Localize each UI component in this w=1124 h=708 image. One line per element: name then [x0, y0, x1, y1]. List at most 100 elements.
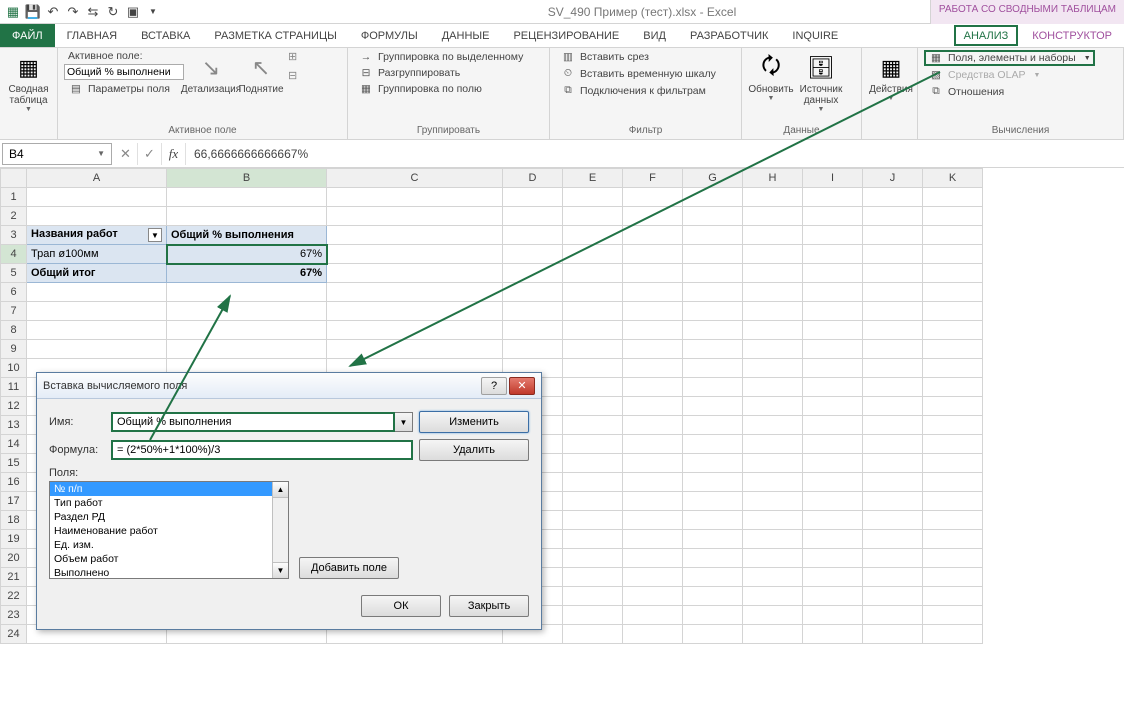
row-header[interactable]: 5 — [1, 264, 27, 283]
filter-dropdown-icon[interactable]: ▼ — [148, 228, 162, 242]
add-field-button[interactable]: Добавить поле — [299, 557, 399, 579]
tab-developer[interactable]: РАЗРАБОТЧИК — [678, 24, 780, 47]
cell[interactable] — [683, 226, 743, 245]
fields-items-sets-button[interactable]: ▦Поля, элементы и наборы▼ — [924, 50, 1095, 66]
cell[interactable] — [27, 321, 167, 340]
cell[interactable] — [683, 416, 743, 435]
cell[interactable] — [803, 587, 863, 606]
cell[interactable] — [803, 264, 863, 283]
cell[interactable] — [563, 397, 623, 416]
cell[interactable] — [743, 435, 803, 454]
cell[interactable] — [803, 188, 863, 207]
cell[interactable] — [683, 302, 743, 321]
olap-tools-button[interactable]: ▧Средства OLAP▼ — [924, 68, 1095, 82]
cell[interactable] — [167, 302, 327, 321]
cell[interactable] — [623, 340, 683, 359]
cell[interactable] — [923, 587, 983, 606]
cell[interactable] — [623, 587, 683, 606]
cell[interactable] — [623, 397, 683, 416]
cell[interactable] — [683, 340, 743, 359]
cell[interactable] — [923, 473, 983, 492]
field-item[interactable]: Наименование работ — [50, 524, 288, 538]
cell[interactable] — [27, 340, 167, 359]
cell[interactable] — [623, 606, 683, 625]
cell[interactable] — [327, 245, 503, 264]
cell[interactable] — [743, 188, 803, 207]
cell[interactable] — [803, 606, 863, 625]
field-item[interactable]: Тип работ — [50, 496, 288, 510]
field-item[interactable]: Раздел РД — [50, 510, 288, 524]
insert-timeline-button[interactable]: ⏲Вставить временную шкалу — [556, 66, 720, 81]
cell[interactable] — [923, 397, 983, 416]
cell[interactable] — [327, 226, 503, 245]
cell[interactable] — [743, 511, 803, 530]
cell[interactable] — [743, 625, 803, 644]
cell[interactable] — [683, 606, 743, 625]
tab-layout[interactable]: РАЗМЕТКА СТРАНИЦЫ — [202, 24, 348, 47]
cell[interactable]: Общий итог — [27, 264, 167, 283]
cell[interactable] — [923, 435, 983, 454]
cell[interactable] — [863, 245, 923, 264]
field-item[interactable]: Ед. изм. — [50, 538, 288, 552]
cell[interactable] — [923, 264, 983, 283]
cell[interactable] — [683, 549, 743, 568]
cell[interactable] — [743, 397, 803, 416]
cell[interactable] — [623, 530, 683, 549]
cell[interactable] — [863, 321, 923, 340]
col-header[interactable]: C — [327, 169, 503, 188]
row-header[interactable]: 6 — [1, 283, 27, 302]
cell[interactable] — [803, 207, 863, 226]
cell[interactable] — [683, 473, 743, 492]
cell[interactable] — [743, 340, 803, 359]
cell[interactable] — [623, 549, 683, 568]
cell[interactable] — [743, 549, 803, 568]
row-header[interactable]: 9 — [1, 340, 27, 359]
group-field-button[interactable]: ▦Группировка по полю — [354, 82, 527, 96]
cell[interactable] — [623, 321, 683, 340]
cell[interactable] — [923, 245, 983, 264]
cell[interactable] — [743, 454, 803, 473]
cell[interactable] — [863, 416, 923, 435]
collapse-icon[interactable]: ⊟ — [288, 69, 297, 82]
cell[interactable] — [923, 568, 983, 587]
cell[interactable] — [923, 454, 983, 473]
fx-icon[interactable]: fx — [162, 143, 186, 165]
cell[interactable] — [683, 530, 743, 549]
cell[interactable] — [27, 207, 167, 226]
cell[interactable] — [623, 207, 683, 226]
ungroup-button[interactable]: ⊟Разгруппировать — [354, 66, 527, 80]
refresh-button[interactable]: 🗘Обновить▼ — [748, 50, 794, 104]
cell[interactable] — [803, 302, 863, 321]
row-header[interactable]: 20 — [1, 549, 27, 568]
cell[interactable] — [563, 283, 623, 302]
col-header[interactable]: I — [803, 169, 863, 188]
cell[interactable] — [623, 245, 683, 264]
cell[interactable] — [803, 283, 863, 302]
name-dropdown-icon[interactable]: ▼ — [395, 412, 413, 432]
col-header[interactable]: F — [623, 169, 683, 188]
cell[interactable] — [743, 264, 803, 283]
tab-file[interactable]: ФАЙЛ — [0, 24, 55, 47]
cell[interactable] — [803, 340, 863, 359]
cell[interactable] — [863, 340, 923, 359]
cell[interactable] — [563, 549, 623, 568]
cell[interactable] — [623, 264, 683, 283]
cell[interactable] — [803, 530, 863, 549]
row-header[interactable]: 21 — [1, 568, 27, 587]
cell[interactable] — [803, 568, 863, 587]
row-header[interactable]: 16 — [1, 473, 27, 492]
row-header[interactable]: 4 — [1, 245, 27, 264]
cell[interactable] — [503, 245, 563, 264]
cell[interactable] — [503, 283, 563, 302]
cell[interactable] — [623, 378, 683, 397]
cell[interactable] — [863, 492, 923, 511]
col-header[interactable]: D — [503, 169, 563, 188]
pivot-table-button[interactable]: ▦ Сводная таблица ▼ — [6, 50, 51, 115]
cell[interactable] — [683, 568, 743, 587]
cell[interactable] — [863, 568, 923, 587]
insert-slicer-button[interactable]: ▥Вставить срез — [556, 50, 720, 64]
row-header[interactable]: 10 — [1, 359, 27, 378]
cell[interactable] — [623, 473, 683, 492]
cell[interactable] — [803, 435, 863, 454]
cell[interactable] — [923, 606, 983, 625]
